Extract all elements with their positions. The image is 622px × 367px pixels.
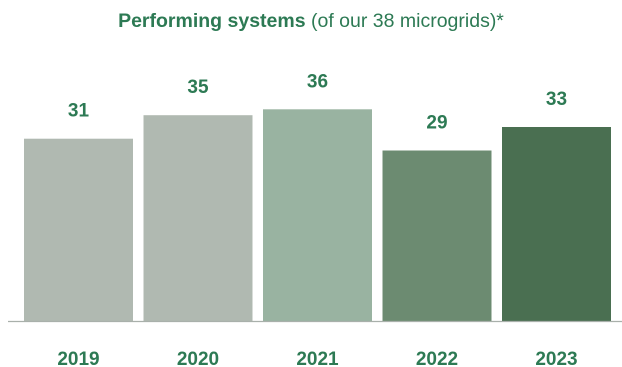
chart-title-suffix: (of our 38 microgrids)*	[311, 10, 504, 32]
bar-2019	[24, 138, 133, 321]
bar-2020	[143, 115, 253, 321]
bar-2023	[502, 127, 611, 321]
x-tick-label-2022: 2022	[416, 349, 458, 367]
data-label-2019: 31	[68, 101, 90, 122]
chart-title-main: Performing systems	[118, 10, 306, 32]
x-tick-label-2023: 2023	[535, 349, 577, 367]
bar-2021	[263, 109, 372, 321]
data-label-2023: 33	[546, 89, 567, 110]
bar-2022	[382, 150, 492, 321]
data-label-2020: 35	[187, 77, 209, 98]
x-tick-label-2020: 2020	[177, 349, 219, 367]
chart-title: Performing systems (of our 38 microgrids…	[0, 8, 622, 34]
x-tick-label-2019: 2019	[57, 349, 99, 367]
x-tick-label-2021: 2021	[296, 349, 339, 367]
data-label-2022: 29	[426, 113, 447, 134]
data-label-2021: 36	[307, 71, 328, 92]
